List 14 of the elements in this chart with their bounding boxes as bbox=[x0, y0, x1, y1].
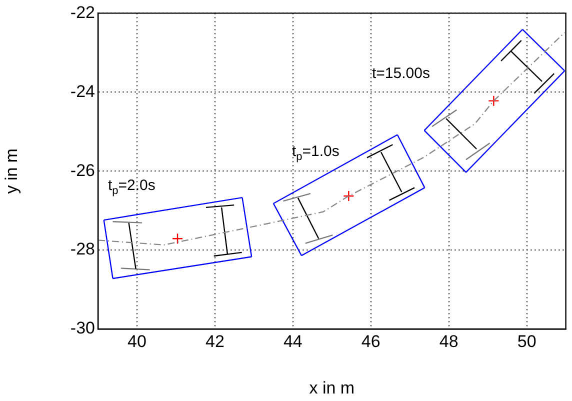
y-tick-label: -22 bbox=[70, 2, 95, 22]
y-tick-label: -24 bbox=[70, 82, 95, 101]
x-tick-label: 46 bbox=[361, 332, 380, 351]
x-tick-label: 40 bbox=[128, 332, 146, 351]
x-tick-label: 42 bbox=[205, 332, 224, 351]
x-tick-label: 48 bbox=[439, 332, 458, 351]
x-axis-title: x in m bbox=[309, 378, 355, 398]
y-tick-label: -26 bbox=[70, 160, 95, 180]
y-axis-title: y in m bbox=[2, 148, 21, 194]
y-tick-label: -28 bbox=[70, 240, 95, 259]
y-tick-label: -30 bbox=[70, 318, 95, 338]
x-tick-label: 44 bbox=[283, 332, 302, 351]
annotation: t=15.00s bbox=[372, 65, 430, 82]
x-tick-label: 50 bbox=[517, 332, 536, 351]
